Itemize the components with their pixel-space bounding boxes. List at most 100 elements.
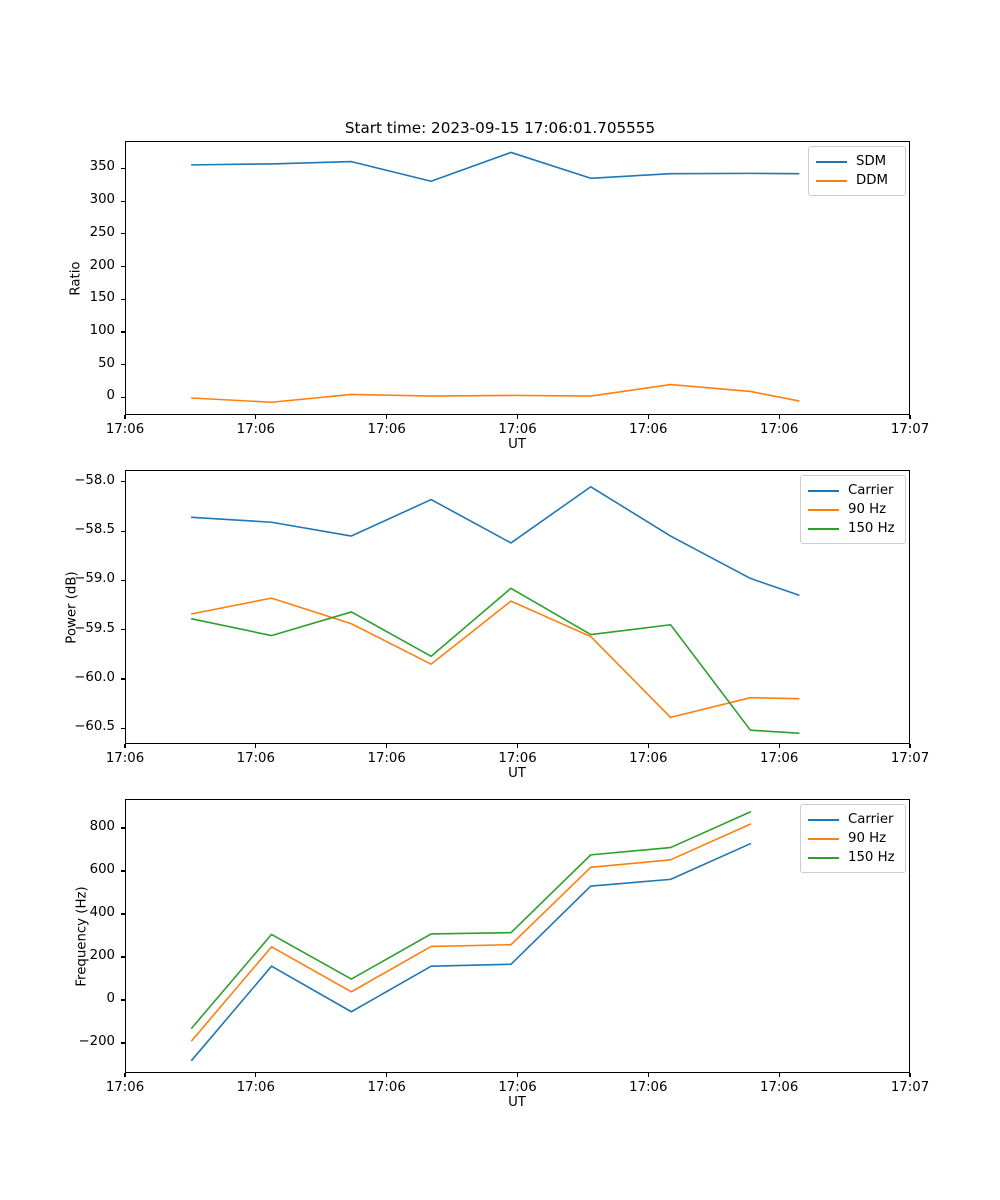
ytick-mark bbox=[121, 956, 125, 958]
ytick-mark bbox=[121, 629, 125, 631]
ytick-mark bbox=[121, 1042, 125, 1044]
ytick-label: −60.5 bbox=[74, 719, 115, 735]
ytick-mark bbox=[121, 913, 125, 915]
xtick-label: 17:06 bbox=[498, 422, 537, 437]
xtick-label: 17:07 bbox=[890, 1080, 930, 1095]
xtick-label: 17:06 bbox=[759, 422, 799, 437]
xtick-mark bbox=[124, 415, 126, 419]
ytick-label: −200 bbox=[78, 1033, 115, 1049]
xtick-mark bbox=[255, 744, 257, 748]
ytick-label: 0 bbox=[106, 990, 115, 1006]
xtick-mark bbox=[124, 744, 126, 748]
ytick-mark bbox=[121, 396, 125, 398]
xtick-label: 17:06 bbox=[236, 751, 275, 766]
xtick-label: 17:06 bbox=[367, 1080, 406, 1095]
xtick-label: 17:06 bbox=[236, 1080, 275, 1095]
yaxis-title-3: Frequency (Hz) bbox=[74, 886, 90, 987]
ytick-label: −59.0 bbox=[74, 571, 115, 587]
ytick-label: 800 bbox=[89, 819, 115, 834]
ytick-label: −60.0 bbox=[74, 669, 115, 685]
legend-item-90hz-2[interactable]: 90 Hz bbox=[808, 500, 898, 519]
ytick-label: 50 bbox=[98, 355, 115, 371]
ytick-label: 250 bbox=[89, 224, 115, 240]
legend-label-150hz-3: 150 Hz bbox=[848, 849, 895, 865]
legend-2[interactable]: Carrier 90 Hz 150 Hz bbox=[800, 475, 906, 544]
xtick-label: 17:06 bbox=[367, 751, 406, 766]
legend-label-150hz-2: 150 Hz bbox=[848, 520, 895, 536]
xtick-label: 17:06 bbox=[759, 751, 799, 766]
xtick-mark bbox=[255, 1073, 257, 1077]
ytick-mark bbox=[121, 167, 125, 170]
xtick-label: 17:06 bbox=[498, 751, 537, 766]
legend-item-150hz-3[interactable]: 150 Hz bbox=[808, 848, 898, 867]
series-line-carrier bbox=[190, 485, 800, 596]
xtick-label: 17:06 bbox=[629, 422, 668, 437]
legend-1[interactable]: SDM DDM bbox=[808, 146, 906, 196]
legend-swatch-ddm bbox=[816, 179, 847, 182]
legend-swatch-150hz-3 bbox=[808, 856, 839, 859]
legend-label-sdm: SDM bbox=[856, 153, 887, 169]
legend-item-ddm[interactable]: DDM bbox=[816, 171, 898, 190]
ytick-label: 0 bbox=[106, 388, 115, 404]
ytick-mark bbox=[121, 298, 125, 300]
xtick-label: 17:06 bbox=[367, 422, 406, 437]
legend-item-90hz-3[interactable]: 90 Hz bbox=[808, 829, 898, 848]
series-line-150-hz bbox=[190, 587, 800, 734]
xtick-label: 17:06 bbox=[105, 751, 145, 766]
legend-label-90hz-3: 90 Hz bbox=[848, 830, 887, 846]
xtick-label: 17:06 bbox=[629, 1080, 668, 1095]
axes-frame-3 bbox=[125, 799, 910, 1073]
xtick-mark bbox=[255, 415, 257, 419]
ytick-label: −58.0 bbox=[74, 472, 115, 488]
xtick-mark bbox=[516, 415, 519, 419]
ytick-mark bbox=[121, 233, 125, 235]
legend-item-150hz-2[interactable]: 150 Hz bbox=[808, 519, 898, 538]
ytick-mark bbox=[121, 265, 125, 268]
legend-item-sdm[interactable]: SDM bbox=[816, 152, 898, 171]
ytick-mark bbox=[121, 364, 125, 366]
xaxis-title-3: UT bbox=[508, 1095, 526, 1110]
legend-swatch-carrier-3 bbox=[808, 818, 839, 821]
xtick-mark bbox=[778, 415, 780, 419]
xaxis-title-1: UT bbox=[508, 437, 526, 452]
ytick-mark bbox=[121, 481, 125, 483]
ytick-mark bbox=[121, 727, 125, 729]
ytick-mark bbox=[121, 999, 125, 1001]
xtick-label: 17:07 bbox=[890, 751, 930, 766]
series-line-90-hz bbox=[190, 823, 752, 1042]
xtick-label: 17:06 bbox=[759, 1080, 799, 1095]
xtick-mark bbox=[516, 1073, 519, 1077]
ytick-label: 150 bbox=[89, 290, 115, 306]
ytick-label: 350 bbox=[89, 159, 115, 175]
xtick-label: 17:06 bbox=[105, 1080, 145, 1095]
ytick-mark bbox=[121, 530, 125, 532]
legend-swatch-carrier-2 bbox=[808, 489, 839, 492]
legend-label-ddm: DDM bbox=[856, 172, 888, 188]
series-line-150-hz bbox=[190, 811, 752, 1029]
legend-item-carrier-2[interactable]: Carrier bbox=[808, 481, 898, 500]
figure-title: Start time: 2023-09-15 17:06:01.705555 bbox=[344, 119, 656, 137]
series-line-carrier bbox=[190, 842, 752, 1062]
xtick-mark bbox=[647, 744, 649, 748]
legend-swatch-90hz-3 bbox=[808, 837, 839, 840]
xtick-mark bbox=[647, 1073, 649, 1077]
ytick-mark bbox=[121, 579, 125, 581]
ytick-label: 300 bbox=[89, 192, 115, 208]
ytick-mark bbox=[121, 870, 125, 872]
axes-frame-1 bbox=[125, 141, 910, 415]
xtick-mark bbox=[386, 415, 388, 419]
legend-3[interactable]: Carrier 90 Hz 150 Hz bbox=[800, 804, 906, 873]
ytick-label: −58.5 bbox=[74, 522, 115, 538]
xtick-mark bbox=[909, 415, 911, 419]
xtick-mark bbox=[124, 1073, 126, 1077]
legend-label-90hz-2: 90 Hz bbox=[848, 501, 887, 517]
ytick-mark bbox=[121, 827, 125, 829]
xtick-mark bbox=[516, 744, 519, 748]
legend-swatch-sdm bbox=[816, 160, 847, 163]
legend-item-carrier-3[interactable]: Carrier bbox=[808, 810, 898, 829]
xtick-mark bbox=[778, 1073, 780, 1077]
xtick-label: 17:07 bbox=[890, 422, 930, 437]
